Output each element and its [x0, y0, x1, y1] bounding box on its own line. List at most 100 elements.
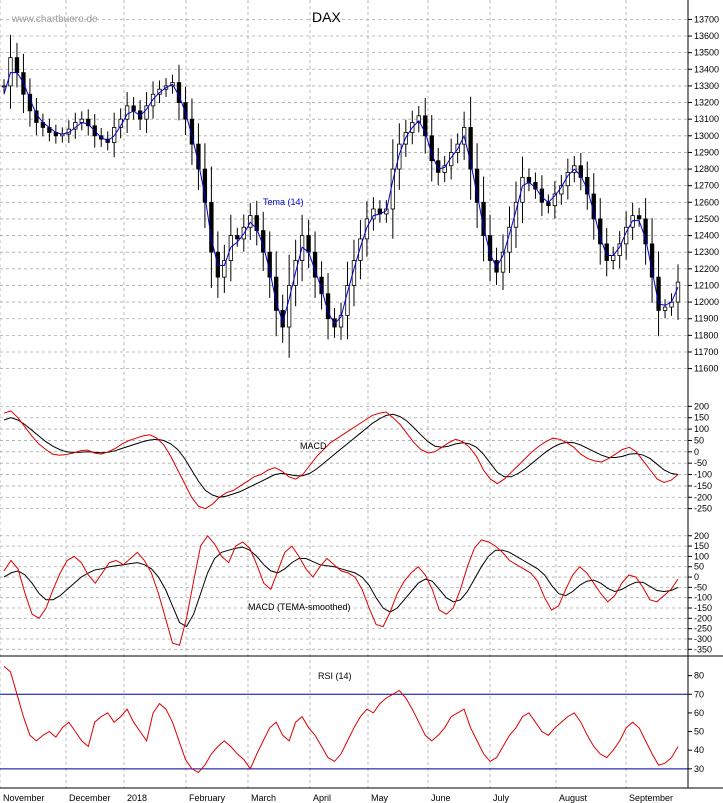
y-tick-label: 50: [694, 727, 704, 737]
candle-body: [86, 118, 91, 127]
candle-body: [604, 243, 609, 261]
candle-body: [442, 165, 447, 173]
x-tick-label: 2018: [127, 793, 147, 803]
y-tick-label: -50: [694, 458, 707, 468]
candle-body: [8, 57, 13, 87]
y-tick-label: 13300: [694, 81, 719, 91]
y-tick-label: 50: [694, 562, 704, 572]
candle-body: [397, 143, 402, 170]
x-tick-label: April: [313, 793, 331, 803]
candle-body: [306, 235, 311, 253]
x-tick-label: February: [189, 793, 226, 803]
y-tick-label: 13600: [694, 31, 719, 41]
y-tick-label: -350: [694, 644, 712, 654]
candle-body: [248, 215, 253, 228]
signal-line: [3, 546, 679, 628]
x-tick-label: September: [629, 793, 673, 803]
y-tick-label: 13200: [694, 98, 719, 108]
y-tick-label: 13500: [694, 48, 719, 58]
y-tick-label: 12400: [694, 231, 719, 241]
tema-line: [3, 72, 679, 325]
candle-body: [500, 251, 506, 273]
panel-label: MACD (TEMA-smoothed): [248, 602, 351, 612]
y-tick-label: 0: [694, 572, 699, 582]
candle-body: [222, 260, 227, 278]
y-tick-label: 12800: [694, 164, 719, 174]
y-tick-label: 40: [694, 745, 704, 755]
y-tick-label: -150: [694, 603, 712, 613]
watermark: www.chartbuero.de: [11, 14, 98, 25]
candle-body: [183, 102, 188, 120]
chart-title: DAX: [312, 9, 341, 25]
candle-body: [468, 127, 473, 170]
y-tick-label: 100: [694, 424, 709, 434]
x-tick-label: December: [69, 793, 111, 803]
y-tick-label: -50: [694, 582, 707, 592]
candle-body: [675, 281, 681, 303]
y-tick-label: 100: [694, 551, 709, 561]
candle-body: [14, 57, 20, 74]
x-tick-label: August: [559, 793, 588, 803]
y-tick-label: -200: [694, 613, 712, 623]
y-tick-label: 12500: [694, 214, 719, 224]
y-tick-label: 12200: [694, 264, 719, 274]
candle-body: [286, 285, 292, 328]
y-tick-label: 12100: [694, 280, 719, 290]
candle-body: [656, 276, 661, 311]
x-tick-label: November: [3, 793, 45, 803]
macd-line: [3, 534, 679, 646]
y-tick-label: 50: [694, 435, 704, 445]
candle-body: [636, 215, 642, 220]
x-tick-label: May: [371, 793, 389, 803]
y-tick-label: 12900: [694, 147, 719, 157]
y-tick-label: -150: [694, 481, 712, 491]
y-tick-label: 13700: [694, 14, 719, 24]
y-tick-label: 0: [694, 447, 699, 457]
candle-body: [371, 208, 376, 220]
y-tick-label: 150: [694, 541, 709, 551]
candle-body: [124, 105, 130, 120]
candle-body: [513, 201, 519, 228]
candle-body: [351, 260, 357, 286]
y-tick-label: 12700: [694, 181, 719, 191]
candle-body: [280, 309, 285, 328]
y-tick-label: 80: [694, 671, 704, 681]
macd-line: [3, 410, 679, 510]
rsi-line: [3, 665, 679, 774]
candle-body: [643, 218, 648, 245]
y-tick-label: 200: [694, 401, 709, 411]
candle-body: [144, 105, 149, 120]
y-tick-label: -300: [694, 634, 712, 644]
candle-body: [235, 235, 240, 240]
candle-body: [358, 238, 363, 261]
y-tick-label: -100: [694, 593, 712, 603]
candle-body: [662, 306, 668, 311]
candle-body: [319, 276, 324, 295]
rsi-panel: RSI (14): [0, 665, 688, 774]
x-tick-label: March: [251, 793, 276, 803]
candle-body: [552, 193, 558, 207]
candle-body: [254, 215, 259, 231]
panel-label: MACD: [300, 441, 327, 451]
y-tick-label: 13000: [694, 131, 719, 141]
y-tick-label: 12300: [694, 247, 719, 257]
y-tick-label: 150: [694, 413, 709, 423]
candle-body: [526, 176, 532, 183]
y-tick-label: -200: [694, 492, 712, 502]
candle-body: [520, 176, 525, 203]
price-panel: Tema (14): [1, 34, 681, 358]
candle-body: [423, 115, 428, 137]
candle-body: [131, 105, 136, 112]
tema-label: Tema (14): [263, 197, 304, 207]
x-tick-label: June: [431, 793, 451, 803]
y-tick-label: 11900: [694, 314, 718, 324]
macd-panel: MACD: [3, 410, 679, 510]
candle-body: [345, 285, 350, 316]
candle-body: [364, 218, 370, 240]
y-tick-label: 11600: [694, 364, 718, 374]
y-tick-label: 70: [694, 689, 704, 699]
candle-body: [539, 188, 545, 203]
y-tick-label: 13100: [694, 114, 719, 124]
